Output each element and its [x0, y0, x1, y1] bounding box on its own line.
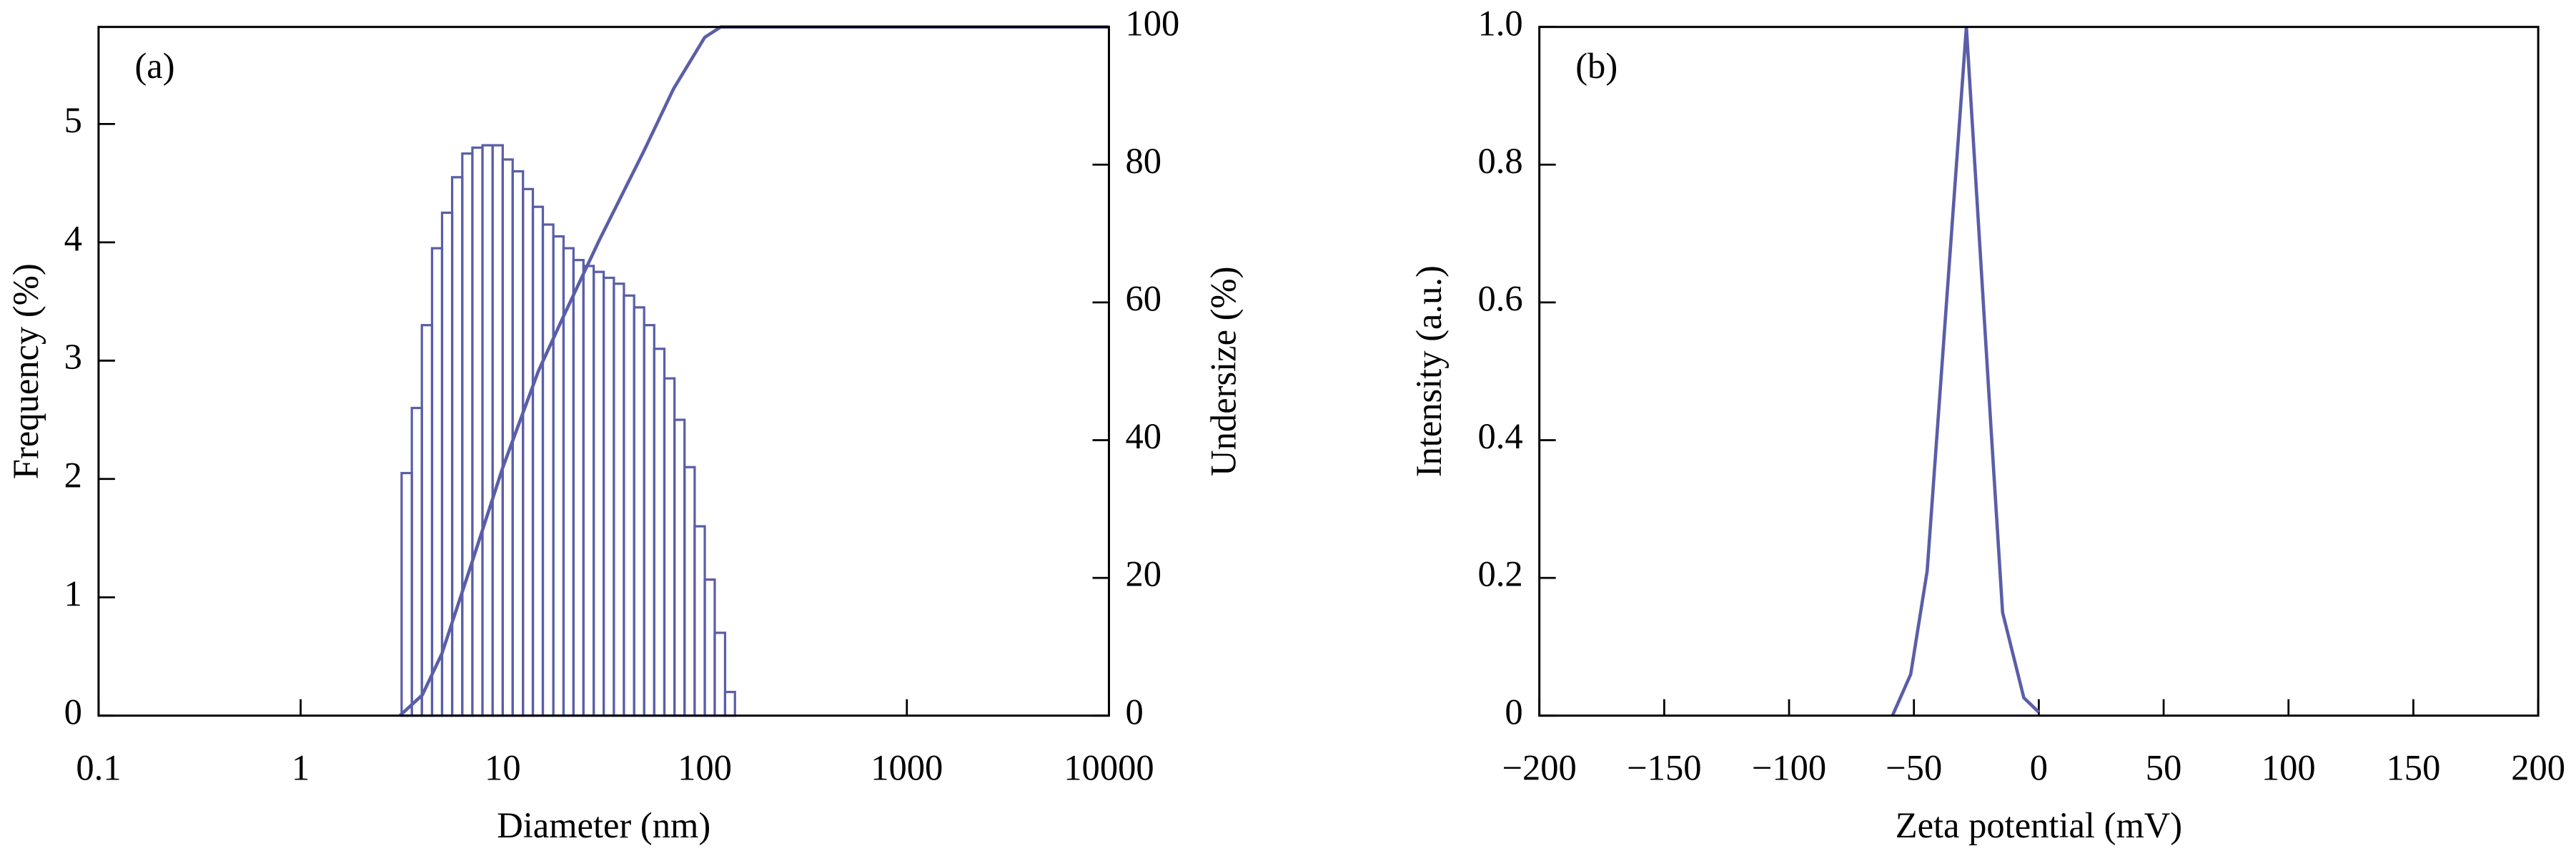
histogram-bar [541, 223, 555, 717]
y2-tick-label: 40 [1125, 416, 1161, 456]
histogram-bar [511, 169, 525, 717]
x-tick-label: 10000 [1064, 747, 1154, 787]
y-tick-label: 2 [64, 455, 82, 495]
x-tick-label: 100 [678, 747, 732, 787]
histogram-bar [450, 176, 464, 717]
histogram-bar [552, 235, 565, 717]
histogram-bar [623, 294, 635, 717]
y2-axis-title: Undersize (%) [1204, 267, 1244, 476]
histogram-bar [582, 265, 595, 717]
histogram-bar [593, 270, 605, 717]
x-axis-title: Diameter (nm) [497, 805, 710, 845]
data-line [398, 25, 1109, 717]
histogram-bar [633, 306, 645, 717]
y-tick-label: 0 [1505, 692, 1522, 732]
histogram-bar [410, 406, 423, 717]
y-tick-label: 5 [64, 100, 82, 140]
histogram-bar [602, 276, 615, 717]
histogram-bar [693, 525, 706, 717]
x-tick-label: 50 [2146, 747, 2182, 787]
x-tick-label: 0.1 [76, 747, 121, 787]
y-tick-label: 4 [64, 218, 82, 258]
panel-label: (a) [134, 46, 174, 86]
histogram-bar [400, 471, 413, 717]
histogram-bar [572, 259, 585, 717]
y-tick-label: 0.8 [1477, 141, 1522, 181]
x-tick-label: 100 [2262, 747, 2316, 787]
y2-tick-label: 20 [1125, 554, 1161, 594]
y-tick-label: 0.2 [1477, 554, 1522, 594]
histogram-bar [531, 205, 545, 717]
x-tick-label: 1 [292, 747, 309, 787]
x-axis-title: Zeta potential (mV) [1896, 805, 2182, 845]
y2-tick-label: 80 [1125, 141, 1161, 181]
x-tick-label: −150 [1627, 747, 1701, 787]
histogram-bar [471, 146, 484, 717]
y2-tick-label: 0 [1125, 692, 1143, 732]
histogram-bar [430, 247, 444, 717]
plot-frame [1538, 26, 2540, 717]
y2-tick-label: 60 [1125, 279, 1161, 319]
y-tick-label: 0 [64, 692, 82, 732]
x-tick-label: 200 [2511, 747, 2565, 787]
histogram-bar [461, 152, 474, 717]
y-tick-label: 1 [64, 574, 82, 614]
y-tick-label: 3 [64, 337, 82, 377]
histogram-bar [653, 348, 666, 717]
histogram-bar [643, 324, 655, 717]
y-axis-title: Intensity (a.u.) [1409, 265, 1449, 477]
histogram-bar [501, 158, 514, 717]
y-tick-label: 1.0 [1477, 3, 1522, 43]
y-tick-label: 0.6 [1477, 279, 1522, 319]
y-axis-title: Frequency (%) [6, 263, 46, 479]
x-tick-label: 0 [2030, 747, 2048, 787]
histogram-bar [723, 691, 736, 717]
histogram-bar [663, 377, 676, 717]
panel-label: (b) [1575, 46, 1618, 86]
histogram-bar [522, 187, 535, 717]
histogram-bar [491, 144, 504, 717]
y2-tick-label: 100 [1125, 3, 1179, 43]
plot-frame [97, 26, 1110, 717]
x-tick-label: −100 [1752, 747, 1826, 787]
histogram-bar [683, 466, 696, 717]
histogram-bar [562, 247, 575, 717]
histogram-bar [713, 631, 727, 717]
x-tick-label: −50 [1886, 747, 1942, 787]
x-tick-label: 1000 [871, 747, 943, 787]
histogram-bar [613, 282, 625, 717]
x-tick-label: 150 [2387, 747, 2441, 787]
x-tick-label: −200 [1502, 747, 1577, 787]
y-tick-label: 0.4 [1477, 416, 1522, 456]
histogram-bar [420, 324, 434, 717]
data-line [1891, 26, 2040, 717]
histogram-bar [703, 578, 716, 717]
histogram-bar [481, 144, 494, 717]
x-tick-label: 10 [485, 747, 521, 787]
histogram-bar [673, 418, 686, 717]
